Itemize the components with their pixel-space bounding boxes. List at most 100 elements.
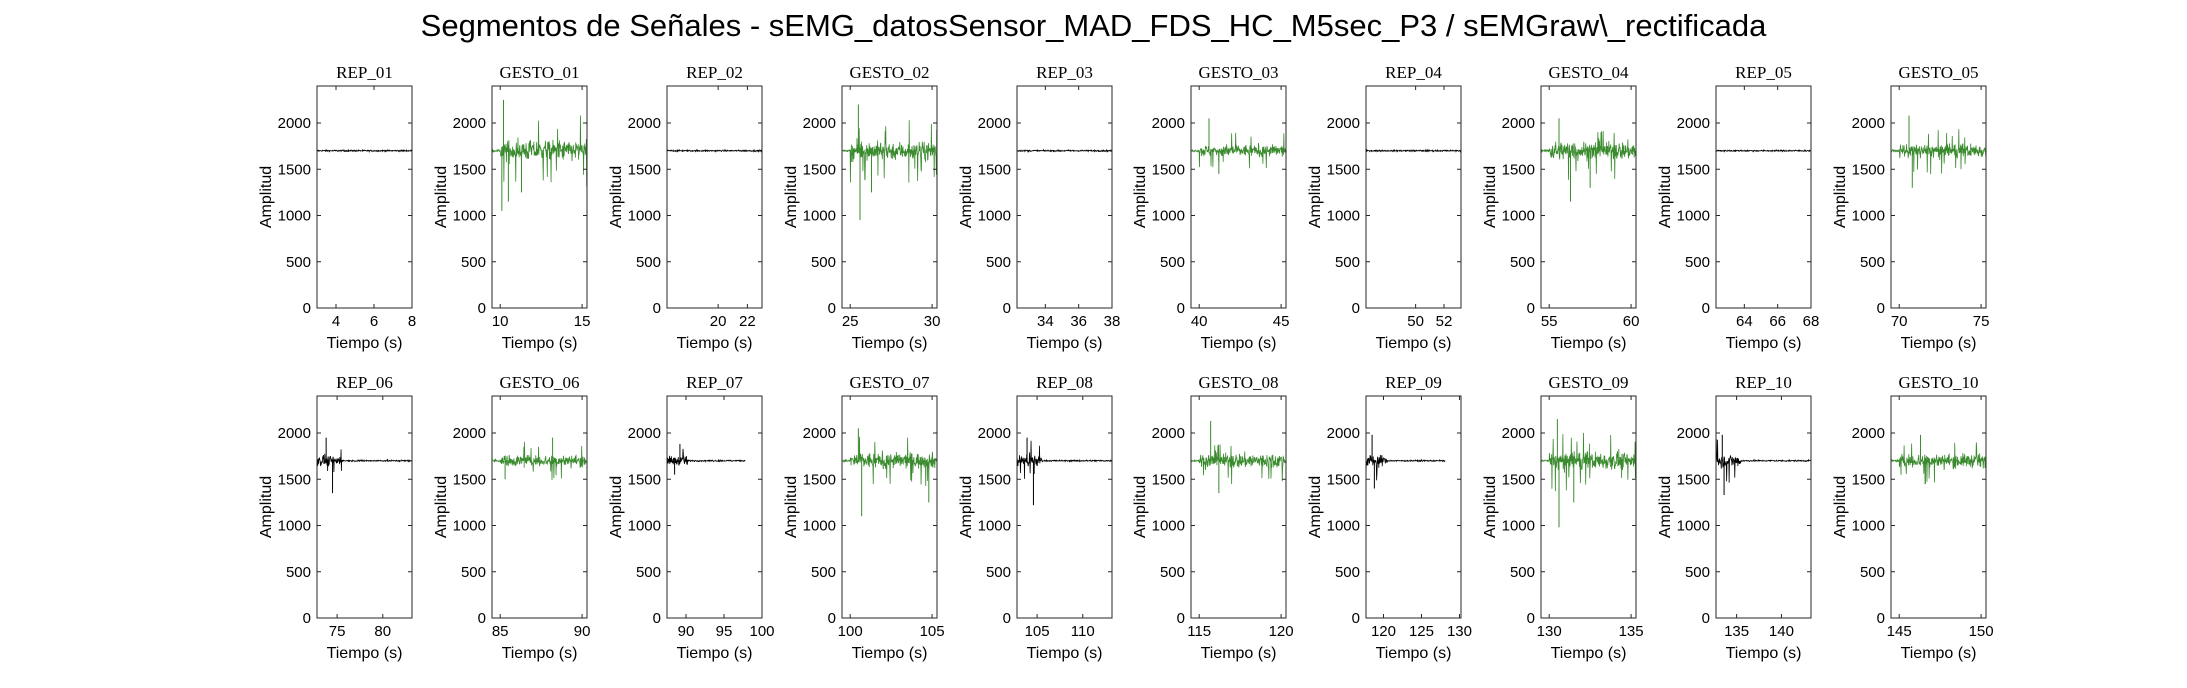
axes-box — [1016, 85, 1113, 309]
x-tick-label: 110 — [1071, 623, 1095, 640]
y-tick-label: 1500 — [978, 471, 1011, 488]
x-tick-label: 125 — [1409, 623, 1434, 640]
y-tick-label: 1000 — [628, 518, 661, 535]
y-tick-label: 1000 — [803, 518, 836, 535]
y-tick-label: 500 — [986, 254, 1011, 271]
subplot-gesto-08: GESTO_08 0 500 1000 1500 2000 115 120 Tiempo (s)… — [1132, 373, 1294, 662]
x-axis-label: Tiempo (s) — [502, 335, 578, 352]
y-tick-label: 1500 — [978, 161, 1011, 178]
x-tick-label: 6 — [370, 313, 378, 330]
y-tick-label: 0 — [1702, 300, 1710, 317]
axes-box — [666, 395, 763, 619]
x-tick-label: 145 — [1887, 623, 1912, 640]
signal-trace — [1716, 148, 1811, 153]
x-tick-label: 40 — [1191, 313, 1208, 330]
subplot-gesto-02: GESTO_02 0 500 1000 1500 2000 25 30 Tiempo (s) Am… — [783, 63, 940, 352]
y-tick-label: 2000 — [1677, 425, 1710, 442]
y-axis-label: Amplitud — [783, 476, 800, 538]
axes-box — [1365, 85, 1462, 309]
subplot-title: REP_05 — [1735, 63, 1792, 82]
y-tick-label: 0 — [303, 300, 311, 317]
x-tick-label: 90 — [574, 623, 591, 640]
subplot-rep-06: REP_06 0 500 1000 1500 2000 75 80 Tiempo (s) Ampl… — [258, 373, 413, 662]
y-tick-label: 500 — [1160, 564, 1185, 581]
y-tick-label: 500 — [1685, 254, 1710, 271]
y-tick-label: 0 — [1003, 300, 1011, 317]
x-tick-label: 4 — [332, 313, 340, 330]
y-tick-label: 0 — [1877, 300, 1885, 317]
subplot-title: REP_04 — [1385, 63, 1442, 82]
axes-box — [1190, 395, 1287, 619]
y-tick-label: 1000 — [1852, 518, 1885, 535]
y-tick-label: 500 — [811, 254, 836, 271]
y-tick-label: 500 — [1860, 254, 1885, 271]
y-tick-label: 2000 — [978, 115, 1011, 132]
subplot-rep-07: REP_07 0 500 1000 1500 2000 90 95 100 Tiempo (s) A… — [608, 373, 775, 662]
y-tick-label: 0 — [828, 610, 836, 627]
y-tick-label: 1000 — [1152, 208, 1185, 225]
x-tick-label: 95 — [716, 623, 733, 640]
subplot-gesto-05: GESTO_05 0 500 1000 1500 2000 70 75 Tiempo (s) Am… — [1832, 63, 1989, 352]
y-tick-label: 1500 — [1852, 161, 1885, 178]
y-tick-label: 1000 — [628, 208, 661, 225]
axes-box — [841, 395, 938, 619]
subplot-title: REP_01 — [336, 63, 393, 82]
signal-trace — [667, 448, 746, 466]
x-tick-label: 105 — [920, 623, 945, 640]
y-tick-label: 2000 — [1502, 115, 1535, 132]
x-tick-label: 130 — [1447, 623, 1472, 640]
x-tick-label: 25 — [842, 313, 859, 330]
y-tick-label: 500 — [1335, 564, 1360, 581]
x-tick-label: 80 — [374, 623, 391, 640]
subplot-gesto-10: GESTO_10 0 500 1000 1500 2000 145 150 Tiempo (s)… — [1832, 373, 1994, 662]
subplot-title: GESTO_07 — [850, 373, 930, 392]
x-axis-label: Tiempo (s) — [1376, 645, 1452, 662]
y-tick-label: 0 — [1352, 300, 1360, 317]
y-tick-label: 0 — [828, 300, 836, 317]
y-tick-label: 500 — [1685, 564, 1710, 581]
x-axis-label: Tiempo (s) — [1027, 335, 1103, 352]
subplot-title: GESTO_04 — [1549, 63, 1629, 82]
y-tick-label: 1000 — [978, 518, 1011, 535]
y-tick-label: 0 — [1527, 300, 1535, 317]
x-axis-label: Tiempo (s) — [1201, 335, 1277, 352]
subplot-title: REP_02 — [686, 63, 743, 82]
y-tick-label: 2000 — [1327, 425, 1360, 442]
y-tick-label: 500 — [636, 254, 661, 271]
y-tick-label: 1500 — [1327, 471, 1360, 488]
subplot-rep-04: REP_04 0 500 1000 1500 2000 50 52 Tiempo (s) Ampl… — [1307, 63, 1462, 352]
axes-box — [1890, 395, 1987, 619]
y-axis-label: Amplitud — [433, 476, 450, 538]
axes-box — [316, 395, 413, 619]
y-tick-label: 1500 — [278, 471, 311, 488]
x-tick-label: 130 — [1537, 623, 1562, 640]
x-tick-label: 68 — [1803, 313, 1820, 330]
x-tick-label: 38 — [1104, 313, 1121, 330]
x-tick-label: 22 — [739, 313, 756, 330]
x-tick-label: 20 — [710, 313, 727, 330]
y-tick-label: 1500 — [803, 161, 836, 178]
y-tick-label: 1500 — [1852, 471, 1885, 488]
y-tick-label: 1500 — [453, 161, 486, 178]
subplot-title: GESTO_09 — [1549, 373, 1629, 392]
y-tick-label: 1500 — [278, 161, 311, 178]
y-axis-label: Amplitud — [1307, 166, 1324, 228]
y-tick-label: 1000 — [1852, 208, 1885, 225]
y-tick-label: 1500 — [1677, 471, 1710, 488]
subplot-title: REP_07 — [686, 373, 743, 392]
x-tick-label: 70 — [1891, 313, 1908, 330]
subplot-gesto-03: GESTO_03 0 500 1000 1500 2000 40 45 Tiempo (s) Am… — [1132, 63, 1289, 352]
y-tick-label: 1000 — [278, 208, 311, 225]
y-tick-label: 500 — [636, 564, 661, 581]
axes-box — [666, 85, 763, 309]
y-tick-label: 1000 — [1502, 518, 1535, 535]
x-tick-label: 45 — [1273, 313, 1290, 330]
y-tick-label: 1000 — [803, 208, 836, 225]
axes-box — [841, 85, 938, 309]
y-tick-label: 500 — [811, 564, 836, 581]
x-tick-label: 36 — [1070, 313, 1087, 330]
y-tick-label: 0 — [478, 610, 486, 627]
